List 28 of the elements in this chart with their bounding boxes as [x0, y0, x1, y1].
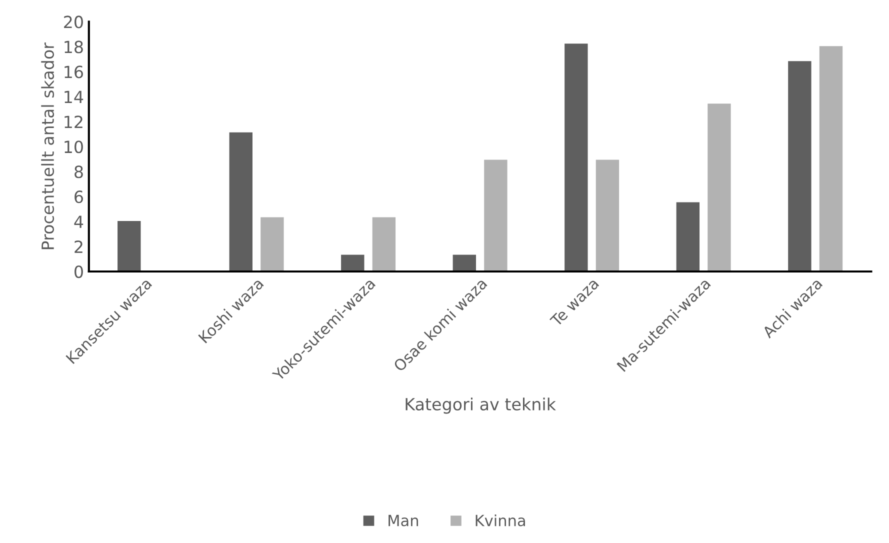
- bar: [674, 200, 701, 272]
- y-tick-label: 4: [74, 216, 84, 228]
- y-tick-label: 10: [64, 140, 83, 154]
- bar: [563, 42, 590, 272]
- y-tick-label: 12: [64, 116, 82, 128]
- y-tick-label: 20: [64, 16, 83, 28]
- bar: [786, 60, 813, 272]
- y-tick-label: 16: [64, 66, 83, 78]
- legend-label: Kvinna: [476, 514, 525, 526]
- bar: [259, 216, 286, 272]
- x-axis-title: Kategori av teknik: [406, 398, 556, 414]
- bar: [594, 158, 620, 272]
- bar: [116, 220, 142, 272]
- bar: [451, 253, 478, 272]
- y-tick-label: 2: [74, 240, 82, 253]
- bar: [482, 158, 509, 272]
- y-tick-label: 18: [64, 40, 83, 54]
- bar: [818, 44, 844, 272]
- y-tick-label: 8: [74, 166, 83, 178]
- bar: [340, 253, 366, 272]
- bar: [228, 130, 254, 272]
- y-tick-label: 0: [74, 265, 83, 278]
- legend-label: Man: [388, 514, 418, 526]
- bar: [370, 216, 397, 272]
- bar: [706, 102, 732, 272]
- y-tick-label: 14: [64, 90, 84, 103]
- y-tick-label: 6: [74, 190, 83, 204]
- y-axis-title: Procentuellt antal skador: [41, 42, 54, 250]
